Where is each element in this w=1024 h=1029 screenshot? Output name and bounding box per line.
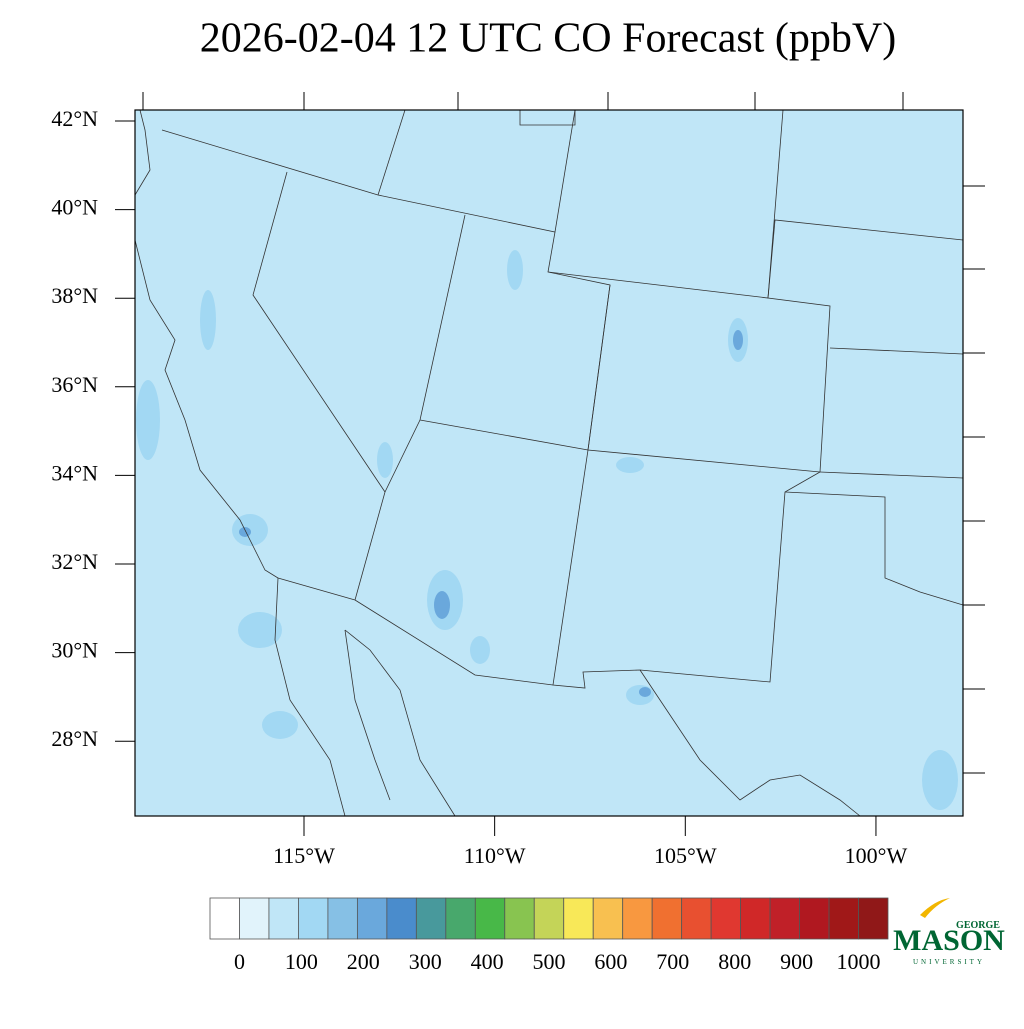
colorbar-box [828, 897, 859, 940]
lon-label: 115°W [273, 843, 335, 868]
lat-label: 42°N [51, 106, 98, 131]
axes: 42°N 40°N 38°N 36°N 34°N 32°N 30°N 28°N 115°W 110… [51, 106, 907, 868]
colorbar-box [268, 897, 299, 940]
colorbar-box [769, 897, 800, 940]
colorbar-box [858, 897, 889, 940]
lat-label: 38°N [51, 283, 98, 308]
map-background [135, 110, 963, 816]
colorbar-box [651, 897, 683, 940]
logo-name: MASON [893, 924, 1005, 957]
colorbar-label: 1000 [837, 949, 881, 974]
colorbar-box [445, 897, 476, 940]
colorbar-box [327, 897, 358, 940]
lat-label: 32°N [51, 549, 98, 574]
colorbar-box [740, 897, 771, 940]
colorbar-box [504, 897, 535, 940]
colorbar-label: 0 [234, 949, 245, 974]
boundaries [134, 109, 964, 817]
lat-label: 36°N [51, 372, 98, 397]
colorbar-box [681, 897, 712, 940]
colorbar-label: 800 [718, 949, 751, 974]
colorbar-label: 300 [409, 949, 442, 974]
lon-label: 105°W [654, 843, 717, 868]
colorbar-box [622, 897, 653, 940]
colorbar-box [356, 897, 388, 940]
colorbar-box [592, 897, 624, 940]
colorbar-label: 400 [471, 949, 504, 974]
colorbar-box [533, 897, 565, 940]
logo: GEORGE MASON UNIVERSITY [893, 898, 1005, 966]
lat-label: 28°N [51, 726, 98, 751]
logo-top: GEORGE [956, 920, 1000, 931]
colorbar-box [474, 897, 506, 940]
colorbar-label: 600 [594, 949, 627, 974]
colorbar-label: 500 [533, 949, 566, 974]
colorbar-box [386, 897, 417, 940]
lon-label: 100°W [845, 843, 908, 868]
colorbar-label: 100 [285, 949, 318, 974]
colorbar-box [799, 897, 830, 940]
lat-label: 30°N [51, 638, 98, 663]
title: 2026-02-04 12 UTC CO Forecast (ppbV) [200, 16, 896, 62]
colorbar-box [415, 897, 447, 940]
colorbar-box [563, 897, 594, 940]
colorbar-label: 200 [347, 949, 380, 974]
colorbar-box [298, 897, 329, 940]
colorbar-label: 900 [780, 949, 813, 974]
lat-label: 34°N [51, 460, 98, 485]
colorbar: 0 100 200 300 400 500 600 700 800 900 1000 [209, 897, 889, 974]
logo-bottom: UNIVERSITY [913, 958, 985, 966]
colorbar-box [239, 897, 270, 940]
map [134, 92, 985, 817]
lat-label: 40°N [51, 195, 98, 220]
colorbar-label: 700 [656, 949, 689, 974]
edge-ticks [142, 92, 985, 774]
high-concentration-areas [239, 330, 743, 697]
map-frame [134, 109, 964, 817]
colorbar-box [710, 897, 742, 940]
colorbar-box [209, 897, 240, 940]
lon-label: 110°W [464, 843, 526, 868]
